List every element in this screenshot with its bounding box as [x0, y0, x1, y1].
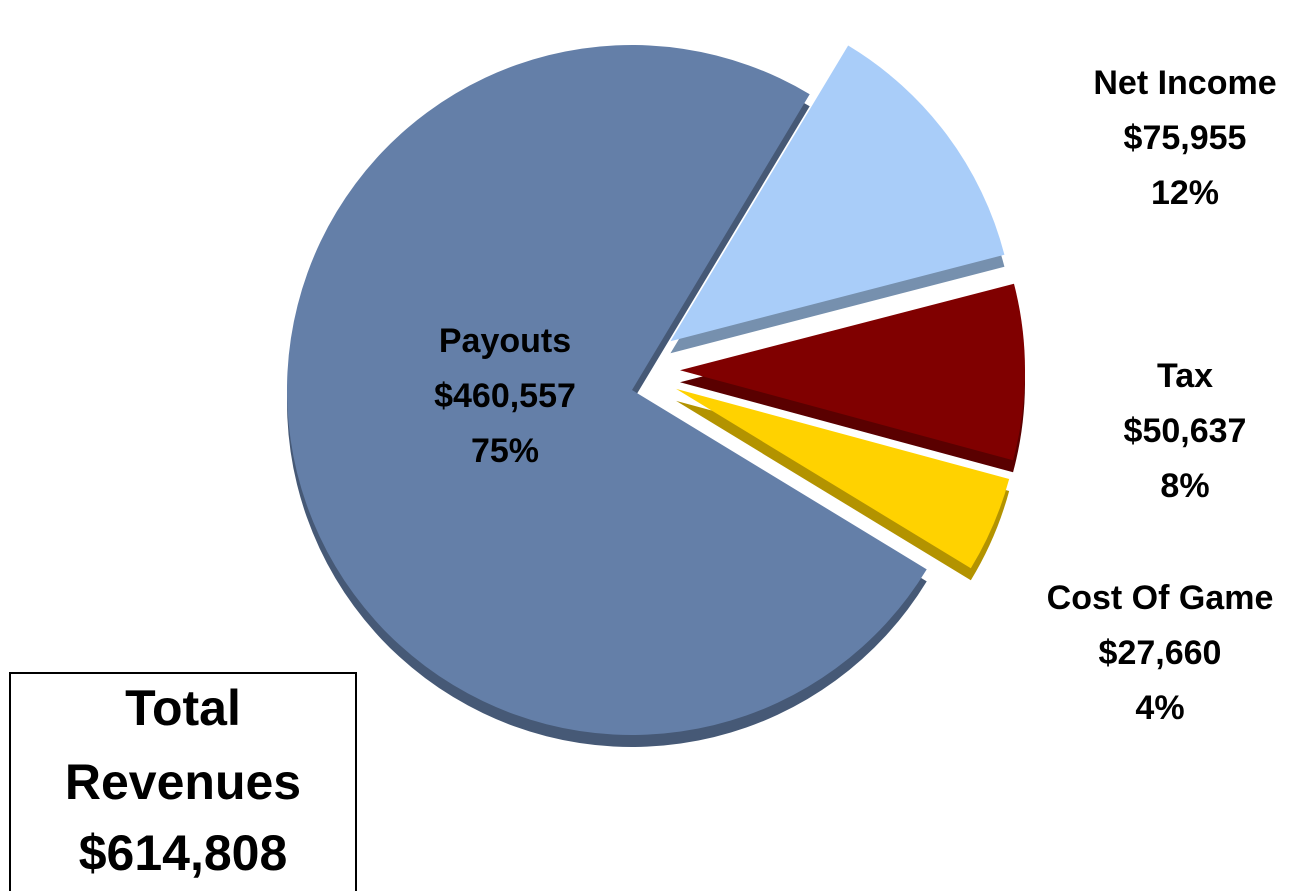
slice-percent-label: 75%: [471, 432, 539, 470]
slice-value-label: $50,637: [1124, 412, 1247, 450]
slice-value-label: $460,557: [434, 377, 576, 415]
slice-category: Tax: [1157, 357, 1213, 395]
slice: [679, 283, 1025, 461]
slice-percent-label: 8%: [1160, 467, 1209, 505]
slice-category: Net Income: [1093, 64, 1276, 102]
slice-value-label: $75,955: [1124, 119, 1247, 157]
slice-percent-label: 4%: [1135, 689, 1184, 727]
slice-category: Payouts: [439, 322, 571, 360]
slice: [676, 388, 1010, 569]
slice-percent-label: 12%: [1151, 174, 1219, 212]
total-value: $614,808: [79, 825, 288, 881]
total-label: Revenues: [65, 754, 301, 810]
total-box: [9, 672, 357, 891]
slice-category: Cost Of Game: [1047, 579, 1274, 617]
slice: [287, 44, 927, 735]
total-label: Total: [125, 680, 241, 736]
slice: [670, 45, 1005, 342]
slice-value-label: $27,660: [1099, 634, 1222, 672]
